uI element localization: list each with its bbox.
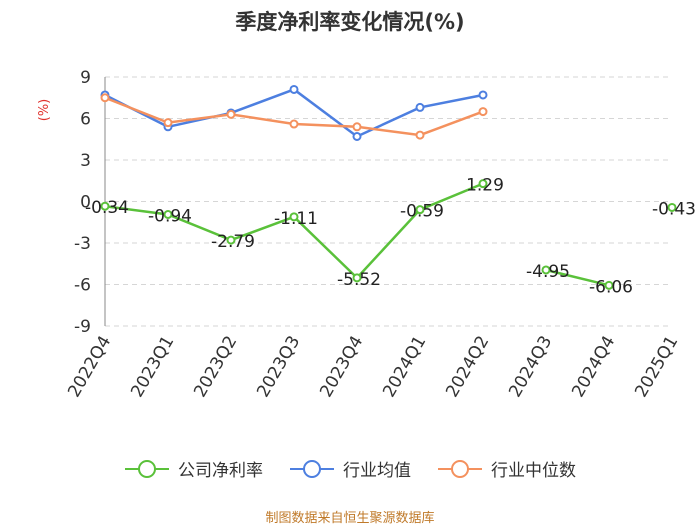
data-point — [352, 122, 362, 132]
series-line — [104, 96, 484, 137]
data-label: -0.94 — [148, 207, 192, 227]
legend-item: 公司净利率 — [124, 456, 263, 481]
data-label: -0.34 — [85, 198, 129, 218]
legend-swatch-marker — [303, 459, 321, 478]
data-point — [478, 90, 488, 100]
series-lines — [100, 84, 677, 290]
data-point — [478, 179, 488, 189]
series-line — [545, 268, 610, 287]
data-point — [163, 210, 173, 220]
legend-swatch-marker — [451, 459, 469, 478]
data-label: -2.79 — [211, 232, 255, 252]
series-line — [104, 88, 484, 138]
data-label: -4.95 — [526, 262, 570, 282]
x-tick-label: 2023Q2 — [190, 333, 241, 401]
legend-swatch — [125, 459, 169, 478]
data-point — [604, 280, 614, 290]
y-tick-label: 6 — [80, 110, 91, 130]
x-tick-label: 2024Q2 — [442, 333, 493, 401]
data-point — [541, 265, 551, 275]
legend-swatch — [290, 459, 334, 478]
x-tick-label: 2024Q1 — [379, 333, 430, 401]
data-label: -1.11 — [274, 209, 318, 229]
y-tick-label: -9 — [74, 317, 91, 337]
data-point — [478, 107, 488, 117]
legend-item: 行业均值 — [289, 456, 411, 481]
x-tick-label: 2023Q3 — [253, 333, 304, 401]
y-tick-label: 9 — [80, 68, 91, 88]
source-note: 制图数据来自恒生聚源数据库 — [265, 511, 435, 526]
data-label: 1.29 — [466, 176, 504, 196]
x-tick-label: 2022Q4 — [64, 333, 115, 401]
data-point — [415, 102, 425, 112]
y-axis-label: (%) — [37, 99, 52, 122]
data-label: -0.59 — [400, 202, 444, 222]
y-tick-label: 0 — [80, 193, 91, 213]
data-point — [415, 205, 425, 215]
chart-title: 季度净利率变化情况(%) — [235, 10, 465, 34]
data-labels: -0.34 -0.94-2.79-1.11-5.52-0.591.29-4.95-… — [85, 176, 696, 298]
legend-label: 行业均值 — [343, 461, 411, 481]
data-point — [289, 84, 299, 94]
y-tick-label: 3 — [80, 151, 91, 171]
y-tick-label: -3 — [74, 234, 91, 254]
legend-item: 行业中位数 — [437, 456, 576, 481]
legend-swatch — [438, 459, 482, 478]
data-point — [100, 201, 110, 211]
legend-label: 公司净利率 — [178, 461, 263, 481]
legend: 公司净利率 行业均值 行业中位数 — [0, 456, 700, 481]
legend-swatch-marker — [138, 459, 156, 478]
data-point — [100, 93, 110, 103]
data-point — [352, 131, 362, 141]
data-point — [226, 235, 236, 245]
x-tick-label: 2024Q3 — [505, 333, 556, 401]
data-point — [289, 212, 299, 222]
x-tick-label: 2024Q4 — [568, 333, 619, 401]
gridlines — [105, 76, 672, 327]
data-point — [667, 202, 677, 212]
data-point — [163, 118, 173, 128]
x-tick-label: 2023Q4 — [316, 333, 367, 401]
data-label: -0.43 — [652, 199, 696, 219]
data-point — [415, 130, 425, 140]
x-tick-label: 2025Q1 — [631, 333, 682, 401]
x-tick-label: 2023Q1 — [127, 333, 178, 401]
data-point — [289, 119, 299, 129]
series-line — [104, 182, 484, 280]
data-label: -6.06 — [589, 277, 633, 297]
data-label: -5.52 — [337, 270, 381, 290]
data-point — [352, 273, 362, 283]
y-tick-label: -6 — [74, 276, 91, 296]
data-point — [226, 109, 236, 119]
legend-label: 行业中位数 — [491, 461, 576, 481]
